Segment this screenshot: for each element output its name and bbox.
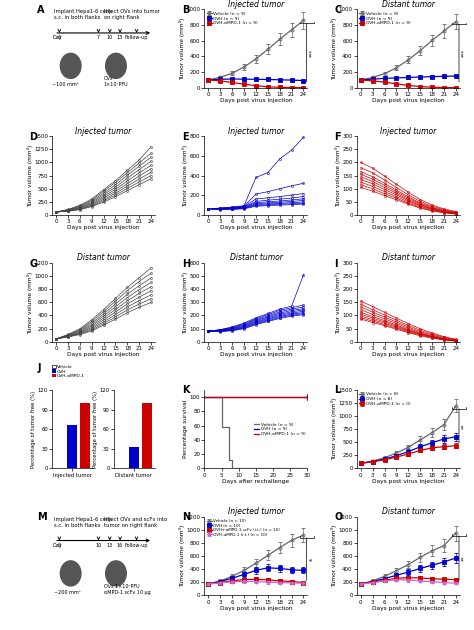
Text: E: E (182, 132, 189, 142)
Text: Follow-up: Follow-up (125, 35, 148, 40)
Y-axis label: Percentage of tumor free (%): Percentage of tumor free (%) (31, 391, 36, 468)
Text: Implant Hepa1-6 cells
s.c. in both flanks: Implant Hepa1-6 cells s.c. in both flank… (54, 517, 112, 528)
Title: Injected tumor: Injected tumor (228, 127, 284, 135)
Title: Distant tumor: Distant tumor (382, 253, 435, 263)
Text: C: C (334, 5, 341, 14)
Ellipse shape (60, 54, 81, 78)
Vehicle (n = 9) (219, 423, 225, 431)
Title: Injected tumor: Injected tumor (228, 507, 284, 516)
Text: **: ** (462, 556, 467, 561)
Y-axis label: Tumor volume (mm³): Tumor volume (mm³) (331, 525, 337, 587)
Text: 10: 10 (107, 35, 113, 40)
Legend: Vehicle (n = 8), OVH (n = 8), OVH-αMPD-1 (n = 0): Vehicle (n = 8), OVH (n = 8), OVH-αMPD-1… (359, 392, 410, 406)
Text: **: ** (462, 423, 467, 428)
X-axis label: Days post virus injection: Days post virus injection (220, 606, 292, 611)
Text: 1×10⁷PFU: 1×10⁷PFU (104, 82, 128, 87)
Text: Day: Day (52, 543, 62, 548)
Text: A: A (36, 5, 44, 14)
Title: Injected tumor: Injected tumor (380, 127, 437, 135)
Text: *: * (310, 558, 315, 561)
Text: G: G (29, 258, 37, 268)
Legend: Vehicle, OVH, OVH-αMPD-1: Vehicle, OVH, OVH-αMPD-1 (52, 365, 85, 378)
Text: 0: 0 (58, 35, 61, 40)
Y-axis label: Tumor volume (mm³): Tumor volume (mm³) (331, 398, 337, 461)
Title: Distant tumor: Distant tumor (382, 0, 435, 9)
Y-axis label: Tumor volume (mm³): Tumor volume (mm³) (331, 18, 337, 80)
Legend: Vehicle (n = 9), OVH (n = 9), OVH-αMPD-1 (n = 9): Vehicle (n = 9), OVH (n = 9), OVH-αMPD-1… (207, 12, 258, 25)
Text: O: O (334, 512, 342, 522)
X-axis label: Days post virus injection: Days post virus injection (372, 352, 445, 357)
Vehicle (n = 9) (226, 456, 231, 464)
Text: OVs: OVs (104, 76, 113, 81)
Text: 13: 13 (117, 35, 123, 40)
Y-axis label: Tumor volume (mm³): Tumor volume (mm³) (179, 18, 185, 80)
Bar (67, 425, 77, 469)
Vehicle (n = 9) (229, 465, 235, 472)
Text: J: J (38, 363, 41, 373)
X-axis label: Days post virus injection: Days post virus injection (220, 226, 292, 230)
Text: N: N (182, 512, 190, 522)
Y-axis label: Tumor volume (mm³): Tumor volume (mm³) (182, 271, 189, 334)
Text: αMPD-1 scFv 10 μg: αMPD-1 scFv 10 μg (104, 590, 150, 595)
Title: Injected tumor: Injected tumor (228, 0, 284, 9)
Y-axis label: Tumor volume (mm³): Tumor volume (mm³) (335, 271, 341, 334)
Text: 0: 0 (58, 543, 61, 548)
Text: ***: *** (462, 49, 467, 57)
Text: 13: 13 (107, 543, 113, 548)
X-axis label: Days post virus injection: Days post virus injection (372, 606, 445, 611)
Bar (129, 447, 138, 469)
Text: 7: 7 (97, 35, 100, 40)
Text: ***: *** (310, 49, 314, 57)
Legend: Vehicle (n = 9), OVH (n = 9), OVH-αMPD-1 (n = 9): Vehicle (n = 9), OVH (n = 9), OVH-αMPD-1… (359, 12, 410, 25)
Text: ~200 mm³: ~200 mm³ (54, 590, 81, 595)
Ellipse shape (60, 561, 81, 586)
X-axis label: Days after rechallenge: Days after rechallenge (222, 479, 290, 484)
X-axis label: Days post virus injection: Days post virus injection (372, 226, 445, 230)
Bar (142, 403, 152, 469)
Text: 10: 10 (95, 543, 101, 548)
Bar (81, 403, 90, 469)
Title: Distant tumor: Distant tumor (382, 507, 435, 516)
Text: Follow-up: Follow-up (125, 543, 148, 548)
Ellipse shape (106, 561, 126, 586)
Vehicle (n = 9) (305, 465, 310, 472)
Y-axis label: Tumor volume (mm³): Tumor volume (mm³) (182, 144, 189, 207)
X-axis label: Days post virus injection: Days post virus injection (372, 479, 445, 484)
Legend: Vehicle (n = 9), OVH (n = 9), OVH-αMPD-1 (n = 9): Vehicle (n = 9), OVH (n = 9), OVH-αMPD-1… (254, 423, 305, 436)
Y-axis label: Tumor volume (mm³): Tumor volume (mm³) (27, 144, 33, 207)
X-axis label: Days post virus injection: Days post virus injection (67, 226, 140, 230)
Y-axis label: Tumor volume (mm³): Tumor volume (mm³) (335, 144, 341, 207)
Y-axis label: Percentage survival: Percentage survival (183, 400, 189, 459)
Text: OVs 1×10⁷PFU: OVs 1×10⁷PFU (104, 583, 139, 588)
Text: Inject OVs and scFv into
tumor on right flank: Inject OVs and scFv into tumor on right … (104, 517, 167, 528)
Text: Day: Day (52, 35, 62, 40)
Title: Distant tumor: Distant tumor (77, 253, 130, 263)
Text: ~100 mm³: ~100 mm³ (52, 82, 79, 87)
Vehicle (n = 9) (201, 394, 207, 401)
Line: Vehicle (n = 9): Vehicle (n = 9) (204, 398, 308, 469)
X-axis label: Days post virus injection: Days post virus injection (372, 98, 445, 103)
Text: F: F (334, 132, 341, 142)
Y-axis label: Percentage of tumor free (%): Percentage of tumor free (%) (93, 391, 98, 468)
Title: Distant tumor: Distant tumor (229, 253, 283, 263)
Text: 16: 16 (117, 543, 123, 548)
X-axis label: Days post virus injection: Days post virus injection (220, 98, 292, 103)
Y-axis label: Tumor volume (mm³): Tumor volume (mm³) (27, 271, 33, 334)
Text: K: K (182, 386, 189, 396)
X-axis label: Days post virus injection: Days post virus injection (220, 352, 292, 357)
Legend: Vehicle (n = 10), OVH (n = 10), OVH+αMPD-1 scFv (i.t.) (n = 10), OVH-αMPD-1 (i.t: Vehicle (n = 10), OVH (n = 10), OVH+αMPD… (207, 519, 280, 537)
Text: H: H (182, 258, 190, 268)
Title: Injected tumor: Injected tumor (75, 127, 132, 135)
Text: M: M (36, 512, 46, 522)
X-axis label: Days post virus injection: Days post virus injection (67, 352, 140, 357)
Text: Inject OVs into tumor
on right flank: Inject OVs into tumor on right flank (104, 9, 160, 20)
Y-axis label: Tumor volume (mm³): Tumor volume (mm³) (179, 525, 185, 587)
Text: B: B (182, 5, 189, 14)
Text: Implant Hepa1-6 cells
s.c. in both flanks: Implant Hepa1-6 cells s.c. in both flank… (54, 9, 112, 20)
Text: L: L (334, 386, 340, 396)
Ellipse shape (106, 54, 126, 78)
Text: I: I (334, 258, 337, 268)
Text: D: D (29, 132, 37, 142)
